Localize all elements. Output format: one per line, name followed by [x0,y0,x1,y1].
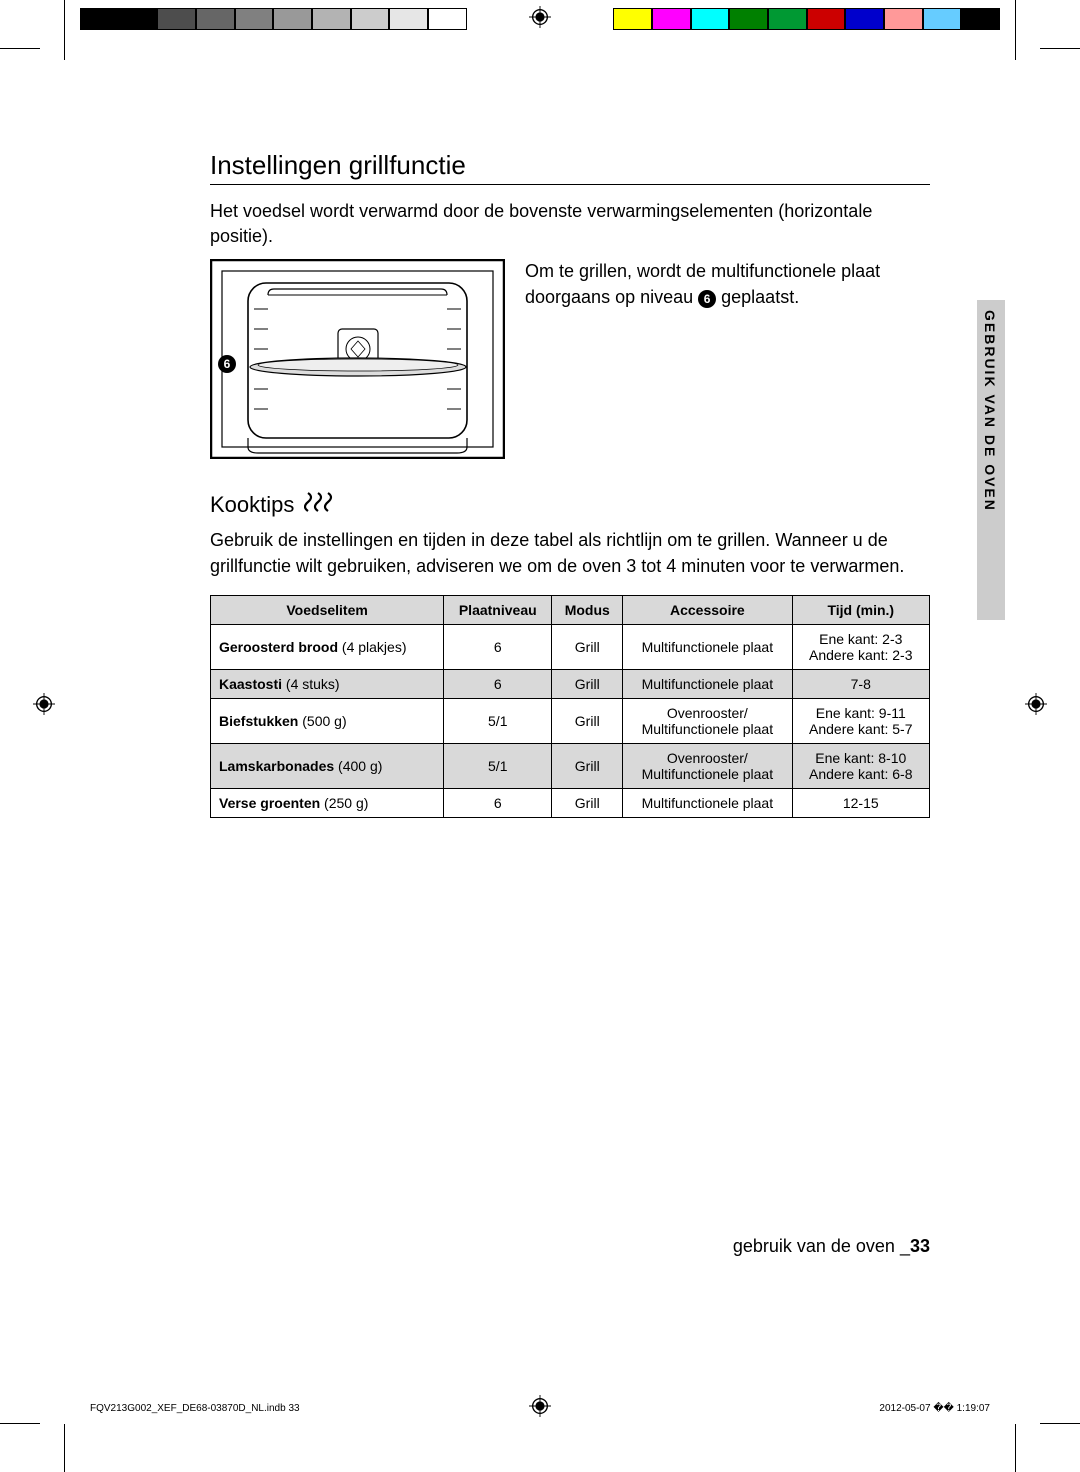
table-cell: Biefstukken (500 g) [211,698,444,743]
table-cell: 6 [444,669,552,698]
page-content: Instellingen grillfunctie Het voedsel wo… [210,150,930,818]
table-cell: 5/1 [444,743,552,788]
level-badge-inline: 6 [698,290,716,308]
table-cell: 6 [444,788,552,817]
table-cell: Verse groenten (250 g) [211,788,444,817]
crop-mark [64,1424,65,1472]
subsection-heading-text: Kooktips [210,492,294,518]
imprint-left: FQV213G002_XEF_DE68-03870D_NL.indb 33 [90,1403,300,1414]
subsection-heading: Kooktips [210,489,930,520]
table-header: Modus [552,595,623,624]
table-cell: Kaastosti (4 stuks) [211,669,444,698]
table-row: Verse groenten (250 g)6GrillMultifunctio… [211,788,930,817]
crop-mark [1040,1423,1080,1424]
crop-mark [1015,0,1016,60]
table-row: Kaastosti (4 stuks)6GrillMultifunctionel… [211,669,930,698]
registration-mark-top [529,6,551,28]
grill-icon [304,489,340,520]
table-row: Geroosterd brood (4 plakjes)6GrillMultif… [211,624,930,669]
table-cell: 12-15 [792,788,929,817]
figure-caption-part: geplaatst. [716,287,799,307]
crop-mark [0,48,40,49]
intro-text: Het voedsel wordt verwarmd door de boven… [210,199,930,249]
table-cell: Lamskarbonades (400 g) [211,743,444,788]
crop-mark [64,0,65,60]
page-number: 33 [910,1236,930,1256]
table-cell: Grill [552,624,623,669]
table-cell: Ene kant: 9-11Andere kant: 5-7 [792,698,929,743]
crop-mark [1015,1424,1016,1472]
table-header: Voedselitem [211,595,444,624]
oven-diagram: 6 [210,259,505,459]
table-header: Accessoire [623,595,792,624]
table-cell: Multifunctionele plaat [623,669,792,698]
section-tab-label: GEBRUIK VAN DE OVEN [982,310,998,512]
footer-section: gebruik van de oven _ [733,1236,910,1256]
table-cell: Ovenrooster/Multifunctionele plaat [623,743,792,788]
table-cell: 5/1 [444,698,552,743]
table-cell: Grill [552,743,623,788]
table-cell: Geroosterd brood (4 plakjes) [211,624,444,669]
registration-mark-right [1025,693,1047,715]
section-tab: GEBRUIK VAN DE OVEN [977,300,1005,620]
table-cell: Multifunctionele plaat [623,788,792,817]
table-cell: 6 [444,624,552,669]
imprint-right: 2012-05-07 �� 1:19:07 [879,1403,990,1414]
table-cell: Ene kant: 8-10Andere kant: 6-8 [792,743,929,788]
table-row: Lamskarbonades (400 g)5/1GrillOvenrooste… [211,743,930,788]
figure-caption: Om te grillen, wordt de multifunctionele… [525,259,930,459]
table-cell: Grill [552,698,623,743]
table-cell: Ene kant: 2-3Andere kant: 2-3 [792,624,929,669]
table-cell: Multifunctionele plaat [623,624,792,669]
registration-mark-left [33,693,55,715]
page-footer: gebruik van de oven _33 [733,1236,930,1257]
registration-mark-bottom [529,1395,551,1417]
table-cell: Grill [552,788,623,817]
table-row: Biefstukken (500 g)5/1GrillOvenrooster/M… [211,698,930,743]
cooking-table: VoedselitemPlaatniveauModusAccessoireTij… [210,595,930,818]
tips-intro: Gebruik de instellingen en tijden in dez… [210,528,930,578]
crop-mark [0,1423,40,1424]
crop-mark [1040,48,1080,49]
table-cell: Ovenrooster/Multifunctionele plaat [623,698,792,743]
table-header: Tijd (min.) [792,595,929,624]
table-cell: Grill [552,669,623,698]
table-header: Plaatniveau [444,595,552,624]
section-heading: Instellingen grillfunctie [210,150,930,185]
table-cell: 7-8 [792,669,929,698]
